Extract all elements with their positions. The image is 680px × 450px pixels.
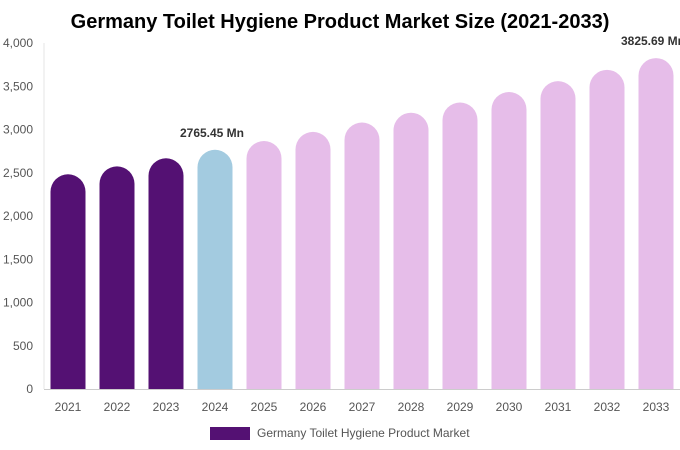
x-tick-label: 2028 [398, 400, 425, 414]
chart-title: Germany Toilet Hygiene Product Market Si… [71, 11, 610, 33]
bar-2026 [295, 131, 331, 389]
bar-2027 [344, 122, 380, 389]
y-tick-label: 1,500 [3, 252, 33, 266]
bar-2029 [442, 102, 478, 390]
bar-2024 [197, 149, 233, 389]
bar-2028 [393, 112, 429, 389]
bar-2031 [540, 81, 576, 390]
y-tick-label: 0 [26, 382, 33, 396]
bar-2021 [50, 174, 86, 389]
x-tick-label: 2021 [55, 400, 82, 414]
x-tick-label: 2025 [251, 400, 278, 414]
x-tick-label: 2029 [447, 400, 474, 414]
x-tick-label: 2027 [349, 400, 376, 414]
y-tick-label: 3,000 [3, 123, 33, 137]
x-tick-label: 2032 [594, 400, 621, 414]
x-tick-label: 2030 [496, 400, 523, 414]
x-tick-label: 2031 [545, 400, 572, 414]
y-tick-label: 2,000 [3, 209, 33, 223]
bar-2032 [589, 69, 625, 389]
y-tick-label: 3,500 [3, 79, 33, 93]
x-tick-label: 2023 [153, 400, 180, 414]
bar-2030 [491, 92, 527, 390]
x-tick-label: 2022 [104, 400, 131, 414]
x-tick-label: 2033 [643, 400, 670, 414]
y-tick-label: 2,500 [3, 166, 33, 180]
data-label-2033: 3825.69 Mn [621, 34, 680, 48]
legend: Germany Toilet Hygiene Product Market [210, 426, 470, 440]
bar-2022 [99, 166, 135, 389]
bar-2025 [246, 141, 282, 389]
bar-2023 [148, 158, 184, 389]
legend-label: Germany Toilet Hygiene Product Market [257, 426, 470, 440]
y-tick-label: 500 [13, 339, 33, 353]
x-tick-label: 2026 [300, 400, 327, 414]
y-tick-label: 1,000 [3, 296, 33, 310]
y-tick-label: 4,000 [3, 36, 33, 50]
legend-swatch [210, 427, 250, 440]
data-label-2024: 2765.45 Mn [180, 126, 244, 140]
x-tick-label: 2024 [202, 400, 229, 414]
bar-2033 [638, 58, 674, 389]
